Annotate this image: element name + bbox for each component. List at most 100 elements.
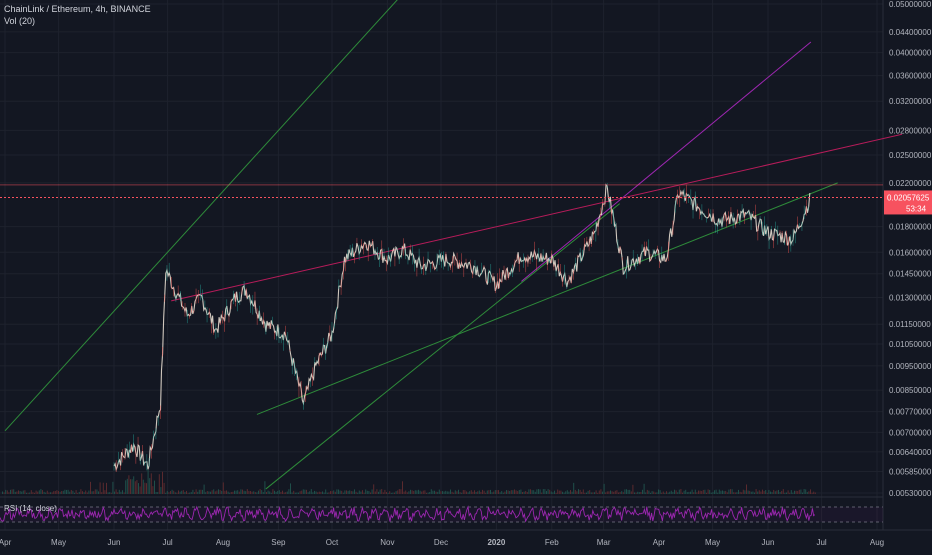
volume-bar: [110, 492, 112, 494]
volume-bar: [69, 491, 71, 494]
volume-bar: [544, 489, 546, 494]
rsi-indicator-label[interactable]: RSI (14, close): [4, 504, 57, 513]
volume-layer: [2, 470, 816, 494]
symbol-title[interactable]: ChainLink / Ethereum, 4h, BINANCE: [4, 4, 151, 14]
volume-bar: [738, 489, 739, 494]
volume-bar: [114, 491, 115, 494]
volume-bar: [162, 471, 163, 494]
volume-bar: [341, 490, 343, 494]
volume-bar: [584, 492, 586, 494]
volume-bar: [16, 491, 18, 494]
volume-bar: [267, 490, 269, 494]
volume-bar: [557, 489, 559, 494]
volume-bar: [458, 489, 459, 494]
volume-bar: [144, 482, 146, 494]
volume-bar: [80, 489, 82, 494]
x-tick-label: Apr: [0, 538, 12, 547]
volume-bar: [243, 490, 245, 494]
volume-bar: [250, 491, 251, 494]
x-tick-label: Nov: [380, 538, 394, 547]
volume-bar: [536, 489, 538, 494]
volume-bar: [782, 489, 784, 494]
volume-bar: [21, 491, 23, 494]
volume-bar: [59, 491, 61, 494]
time-axis[interactable]: Apr May Jun Jul Aug Sep Oct Nov Dec 2020 Feb Mar Apr…: [0, 538, 884, 547]
volume-bar: [389, 491, 391, 494]
price-line: [113, 183, 811, 472]
volume-bar: [627, 489, 629, 494]
volume-bar: [376, 489, 378, 494]
volume-bar: [338, 489, 339, 494]
last-price-label: 0.02057625: [887, 193, 930, 202]
price-axis[interactable]: 0.05000000 0.04400000 0.04000000 0.03600000…: [884, 0, 932, 498]
volume-bar: [181, 490, 183, 494]
x-tick-label: May: [705, 538, 720, 547]
volume-bar: [720, 490, 722, 494]
volume-bar: [10, 489, 11, 494]
volume-bar: [429, 491, 431, 494]
volume-bar: [758, 490, 760, 494]
volume-bar: [432, 490, 434, 494]
volume-bar: [352, 491, 354, 494]
volume-bar: [443, 491, 445, 494]
volume-bar: [150, 473, 152, 494]
volume-bar: [469, 491, 471, 494]
volume-bar: [307, 492, 309, 494]
volume-bar: [19, 490, 21, 494]
volume-bar: [283, 492, 285, 494]
volume-bar: [400, 489, 402, 494]
volume-bar: [203, 484, 205, 494]
volume-bar: [411, 490, 413, 494]
volume-bar: [768, 489, 770, 494]
volume-bar: [794, 490, 795, 494]
volume-bar: [238, 491, 240, 494]
volume-bar: [491, 492, 493, 494]
x-tick-label: Jun: [762, 538, 775, 547]
volume-bar: [280, 491, 282, 494]
volume-bar: [232, 491, 234, 494]
volume-bar: [754, 492, 755, 494]
volume-indicator-label[interactable]: Vol (20): [4, 16, 36, 26]
volume-bar: [589, 490, 591, 494]
volume-bar: [184, 492, 186, 494]
volume-bar: [618, 492, 619, 494]
volume-bar: [190, 492, 192, 494]
horizontal-line-layer: [0, 184, 883, 198]
volume-bar: [229, 492, 231, 494]
volume-bar: [128, 475, 130, 494]
volume-bar: [326, 492, 328, 494]
volume-bar: [814, 492, 816, 494]
volume-bar: [331, 490, 333, 494]
volume-bar: [408, 491, 410, 494]
volume-bar: [45, 492, 47, 494]
y-tick-label: 0.04000000: [889, 49, 932, 58]
volume-bar: [254, 492, 256, 494]
volume-bar: [466, 491, 467, 494]
volume-bar: [200, 489, 202, 494]
volume-bar: [318, 491, 320, 494]
volume-bar: [736, 492, 738, 494]
volume-bar: [643, 483, 645, 494]
volume-bar: [523, 491, 525, 494]
volume-bar: [11, 489, 13, 494]
volume-bar: [213, 489, 215, 494]
volume-bar: [526, 492, 528, 494]
volume-bar: [355, 491, 357, 494]
volume-bar: [75, 490, 77, 494]
volume-bar: [622, 492, 624, 494]
volume-bar: [165, 492, 167, 494]
volume-bar: [274, 490, 275, 494]
volume-bar: [96, 489, 98, 494]
volume-bar: [230, 491, 232, 494]
volume-bar: [435, 491, 437, 494]
volume-bar: [301, 490, 303, 494]
y-tick-label: 0.03600000: [889, 72, 932, 81]
volume-bar: [578, 489, 579, 494]
volume-bar: [494, 490, 496, 494]
volume-bar: [350, 491, 352, 494]
volume-bar: [138, 483, 139, 494]
volume-bar: [50, 492, 51, 494]
volume-bar: [22, 490, 24, 494]
volume-bar: [560, 490, 562, 494]
